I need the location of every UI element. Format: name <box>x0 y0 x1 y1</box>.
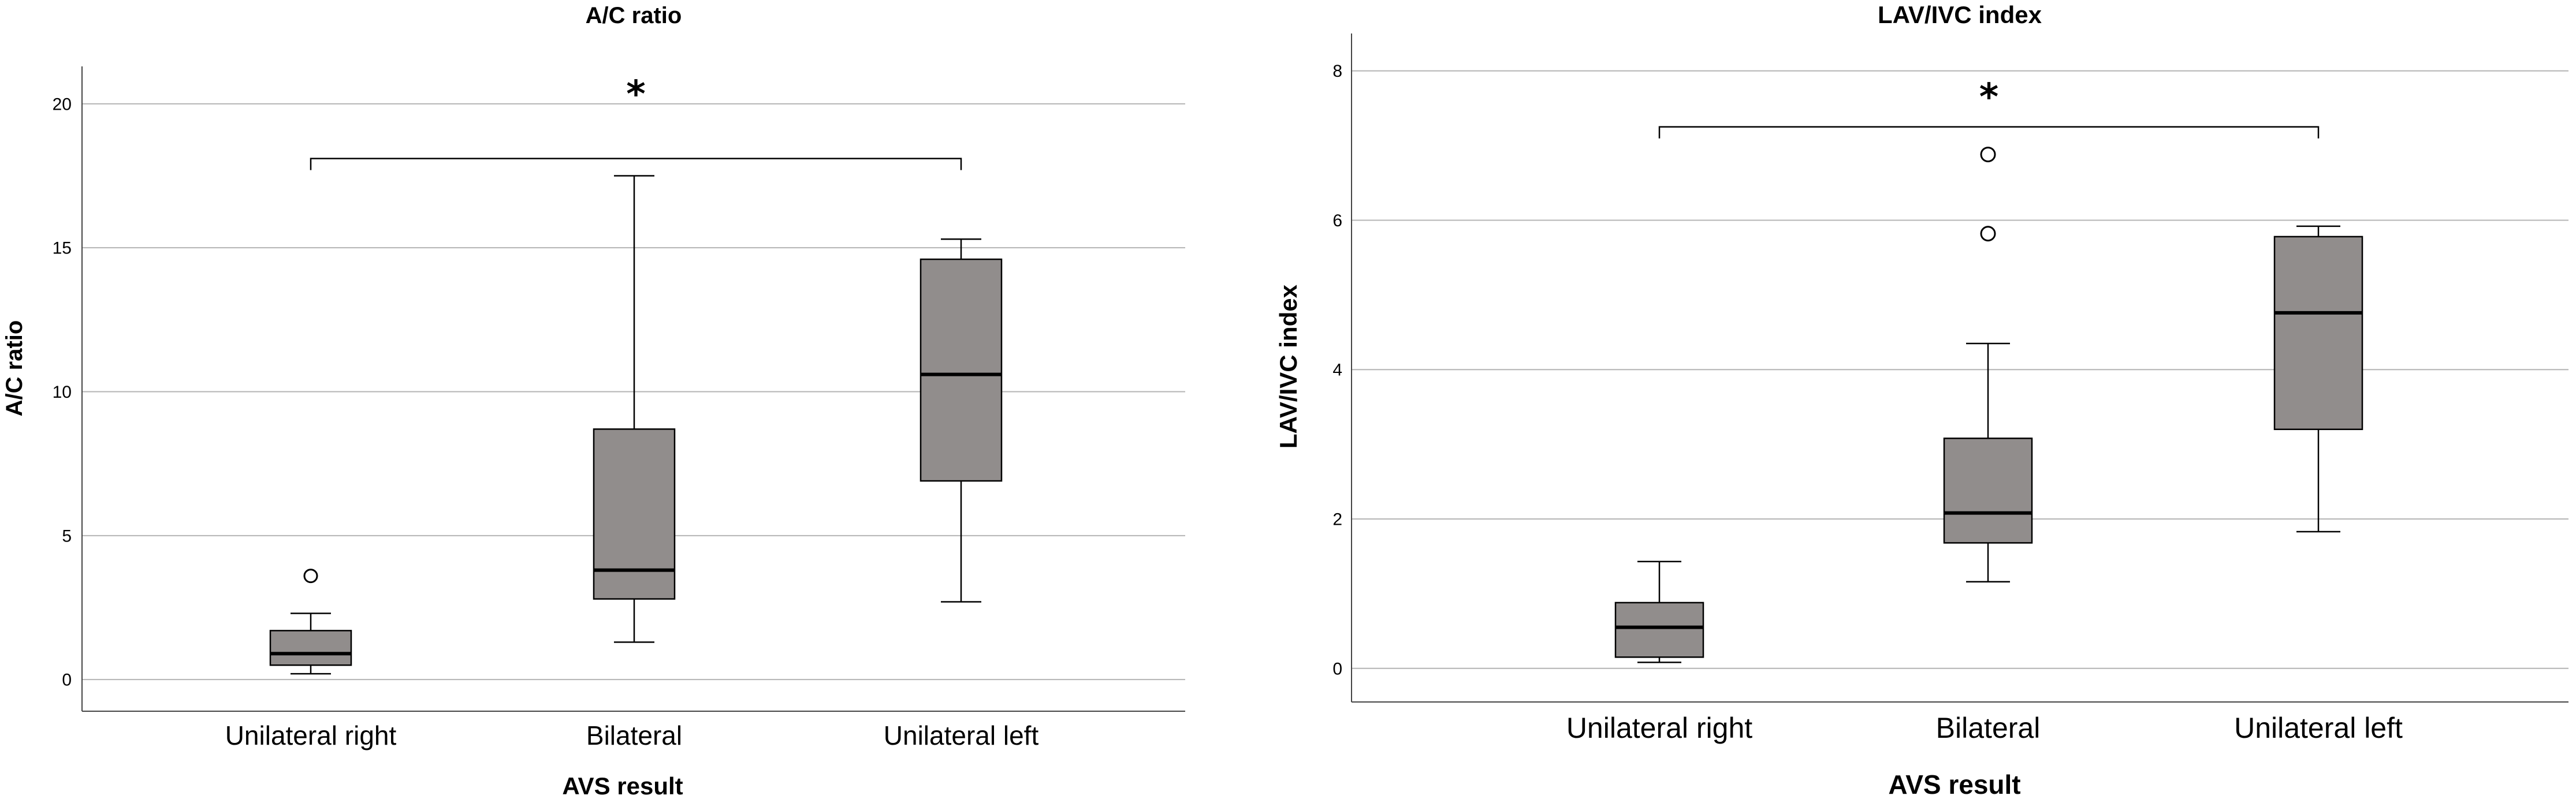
chart-title: LAV/IVC index <box>1878 1 2042 28</box>
x-tick-label: Bilateral <box>586 720 682 750</box>
significance-bracket <box>1658 126 2320 139</box>
x-tick-label: Unilateral right <box>1566 712 1752 744</box>
box-2 <box>593 175 676 643</box>
box-iqr <box>1943 438 2033 544</box>
y-tick-label: 0 <box>1332 659 1342 678</box>
y-tick-label: 5 <box>62 526 72 546</box>
box-iqr <box>1614 602 1704 658</box>
box-1 <box>1614 561 1704 663</box>
significance-marker: * <box>1979 76 1998 119</box>
y-tick-label: 2 <box>1332 510 1342 529</box>
box-1 <box>269 569 352 675</box>
y-tick-label: 20 <box>53 95 72 114</box>
chart-panel-1: 0 5 10 15 20 A/C ratio A/C ratio AVS result Unil… <box>2 3 1185 800</box>
x-tick-label: Bilateral <box>1936 712 2041 744</box>
chart-title: A/C ratio <box>586 3 682 28</box>
y-axis-title: A/C ratio <box>2 320 27 417</box>
y-tick-label: 4 <box>1332 361 1342 380</box>
y-tick-label: 0 <box>62 671 72 690</box>
box-3 <box>2273 225 2363 533</box>
box-iqr <box>2273 236 2363 430</box>
box-3 <box>920 238 1003 603</box>
x-axis-title: AVS result <box>562 772 683 800</box>
x-axis-title: AVS result <box>1888 770 2020 800</box>
x-tick-label: Unilateral left <box>2234 712 2403 744</box>
outlier-point <box>1980 226 1996 242</box>
box-iqr <box>269 630 352 666</box>
box-2 <box>1943 147 2033 582</box>
significance-bracket <box>310 158 962 170</box>
box-iqr <box>593 428 676 600</box>
y-axis-title: LAV/IVC index <box>1275 284 1302 449</box>
significance-marker: * <box>626 73 645 116</box>
chart-panel-2: 0 2 4 6 8 LAV/IVC index LAV/IVC index AVS resul… <box>1275 1 2568 800</box>
y-tick-label: 10 <box>53 383 72 402</box>
outlier-point <box>303 569 318 584</box>
outlier-point <box>1980 147 1996 163</box>
y-tick-label: 6 <box>1332 211 1342 230</box>
box-iqr <box>920 258 1003 482</box>
y-tick-label: 8 <box>1332 62 1342 81</box>
x-tick-label: Unilateral right <box>225 720 397 750</box>
x-tick-label: Unilateral left <box>884 720 1039 750</box>
y-tick-label: 15 <box>53 239 72 258</box>
